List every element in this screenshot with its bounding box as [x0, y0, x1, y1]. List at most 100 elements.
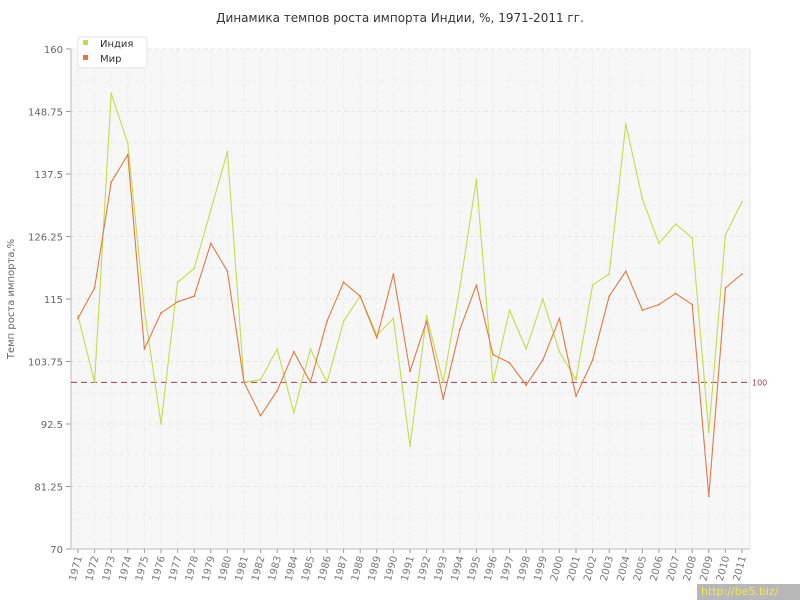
data-point-india [392, 317, 395, 320]
x-tick-label: 2004 [615, 555, 632, 582]
x-tick-label: 2007 [665, 555, 682, 582]
chart-title: Динамика темпов роста импорта Индии, %, … [216, 11, 584, 25]
data-point-india [558, 350, 561, 353]
x-tick-label: 1976 [151, 555, 168, 582]
data-point-india [591, 284, 594, 287]
data-point-india [475, 178, 478, 181]
data-point-world [608, 295, 611, 298]
data-point-india [741, 200, 743, 203]
data-point-india [691, 236, 694, 239]
data-point-world [176, 300, 179, 303]
y-tick-label: 103.75 [28, 358, 63, 369]
x-tick-label: 1999 [532, 555, 549, 582]
y-tick-label: 115 [44, 295, 63, 306]
x-tick-label: 1982 [250, 555, 267, 582]
data-point-world [292, 350, 295, 353]
y-tick-label: 92.5 [41, 420, 63, 431]
x-tick-label: 1985 [300, 555, 317, 582]
data-point-world [525, 384, 528, 387]
data-point-india [724, 234, 727, 237]
data-point-india [309, 348, 312, 350]
data-point-india [326, 381, 328, 384]
data-point-world [442, 398, 445, 400]
data-point-india [160, 423, 162, 425]
data-point-india [126, 142, 129, 145]
x-tick-label: 1998 [516, 555, 533, 582]
data-point-world [741, 273, 743, 275]
reference-line-label: 100 [752, 378, 767, 387]
x-tick-label: 1993 [433, 555, 450, 582]
x-tick-label: 2000 [549, 555, 566, 582]
x-tick-label: 1996 [483, 555, 500, 582]
x-tick-label: 2002 [582, 555, 599, 582]
x-tick-label: 1989 [366, 555, 383, 582]
data-point-india [442, 381, 445, 384]
data-point-india [458, 286, 461, 289]
x-tick-label: 1972 [84, 555, 101, 582]
y-axis-label: Темп роста импорта,% [6, 239, 17, 360]
legend-label-india: Индия [100, 39, 133, 50]
data-point-world [209, 242, 212, 245]
x-tick-label: 1986 [317, 555, 334, 582]
grid [71, 48, 750, 550]
data-point-india [674, 223, 677, 225]
data-point-world [691, 303, 694, 306]
data-point-world [409, 370, 411, 373]
x-tick-label: 1990 [383, 555, 400, 582]
data-point-india [641, 198, 644, 200]
x-tick-label: 1988 [350, 555, 367, 582]
data-point-world [226, 270, 229, 273]
x-tick-label: 2003 [599, 555, 616, 582]
data-point-india [209, 209, 212, 212]
data-point-world [475, 284, 478, 287]
x-tick-label: 1973 [101, 555, 118, 582]
data-point-world [326, 320, 328, 323]
data-point-india [624, 123, 627, 125]
y-tick-label: 70 [50, 545, 63, 556]
x-tick-label: 1971 [68, 555, 85, 582]
data-point-world [259, 414, 262, 417]
data-point-world [160, 311, 162, 314]
x-tick-label: 1975 [134, 555, 151, 582]
legend-swatch-india [83, 40, 88, 45]
x-tick-label: 1981 [234, 555, 251, 582]
data-point-world [193, 295, 196, 298]
x-tick-label: 2010 [715, 555, 732, 582]
data-point-world [276, 389, 279, 392]
data-point-world [375, 336, 378, 339]
watermark: http://be5.biz/ [697, 584, 800, 600]
data-point-world [575, 395, 577, 398]
x-tick-label: 1991 [400, 555, 417, 582]
data-point-india [176, 281, 179, 284]
data-point-world [724, 286, 727, 289]
data-point-world [674, 292, 677, 295]
x-tick-label: 1983 [267, 555, 284, 582]
data-point-india [508, 309, 511, 312]
data-point-world [658, 303, 660, 306]
data-point-world [624, 270, 627, 273]
data-point-india [77, 314, 79, 317]
data-point-india [292, 411, 295, 414]
x-tick-label: 2009 [698, 555, 715, 582]
data-point-world [591, 359, 594, 362]
y-tick-label: 148.75 [28, 108, 63, 119]
data-point-world [641, 309, 644, 312]
x-tick-label: 1974 [117, 555, 134, 582]
data-point-world [143, 348, 146, 350]
y-tick-label: 81.25 [34, 483, 63, 494]
data-point-world [309, 381, 312, 384]
x-tick-label: 1980 [217, 555, 234, 582]
legend-swatch-world [83, 55, 88, 60]
data-point-india [193, 267, 196, 270]
data-point-world [508, 361, 511, 364]
x-tick-label: 1994 [449, 555, 466, 582]
data-point-world [541, 359, 544, 362]
data-point-india [425, 314, 428, 317]
x-tick-label: 2001 [566, 555, 583, 582]
x-tick-label: 2005 [632, 555, 649, 582]
y-tick-label: 137.5 [34, 170, 63, 181]
legend: Индия Мир [77, 36, 148, 69]
data-point-india [707, 431, 710, 434]
data-point-india [575, 378, 577, 381]
data-point-india [525, 348, 528, 350]
